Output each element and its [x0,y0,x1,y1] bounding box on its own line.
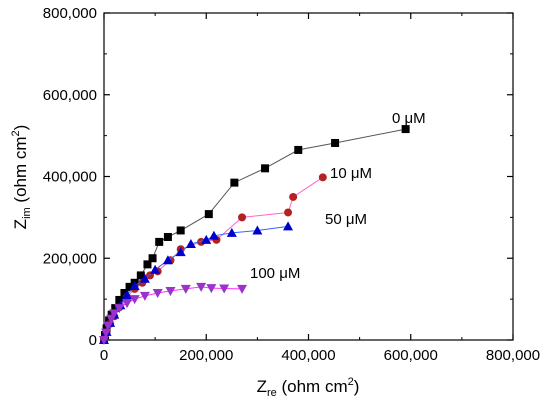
data-point [125,282,134,291]
data-point [261,164,270,173]
data-point [401,125,410,134]
data-point [185,238,196,248]
data-point [283,221,294,231]
data-point [162,255,173,265]
series-label: 10 μM [330,165,372,182]
data-point [284,208,293,217]
series-0 [100,125,410,344]
series-labels: 0 μM 10 μM 50 μM 100 μM [250,110,426,282]
data-point [208,230,219,240]
data-point [152,288,163,298]
data-point [197,237,206,246]
data-point [201,234,212,244]
x-tick-label: 400,000 [281,347,335,364]
data-point [120,288,129,297]
data-point [237,284,248,294]
data-point [122,299,133,309]
data-point [99,336,109,345]
series-label: 50 μM [325,211,367,228]
data-point [206,284,217,294]
data-point [150,264,161,274]
data-point [238,213,247,222]
y-tick-label: 0 [89,332,97,349]
data-point [129,295,140,305]
series-label: 0 μM [392,110,426,127]
data-point [289,192,298,201]
data-point [252,225,263,235]
data-point [318,173,327,182]
data-point [101,328,112,338]
y-axis-title: Zim (ohm cm2) [10,125,33,230]
series-layer [99,125,410,345]
data-point [230,178,239,187]
series-3 [99,282,248,345]
y-tick-label: 400,000 [43,169,97,186]
series-line [103,176,324,341]
data-point [143,260,152,269]
data-point [139,273,150,283]
data-point [175,247,186,257]
data-point [109,309,120,319]
data-point [176,226,185,235]
data-point [136,271,145,280]
axis-ticks [103,12,514,341]
data-point [155,237,164,246]
tick-labels: 0 200,000 400,000 600,000 800,000 0 200,000 400… [43,5,540,364]
data-point [294,145,303,154]
data-point [148,254,157,263]
series-2 [99,221,294,344]
series-label: 100 μM [250,265,300,282]
series-1 [100,173,327,344]
data-point [129,281,140,291]
x-tick-label: 0 [100,347,108,364]
data-point [165,286,176,296]
data-point [219,284,230,294]
x-tick-label: 800,000 [486,347,540,364]
data-point [180,284,191,294]
x-tick-label: 600,000 [384,347,438,364]
data-point [226,227,237,237]
data-point [111,304,120,313]
data-point [163,232,172,241]
data-point [115,295,124,304]
data-point [103,321,114,331]
data-point [139,291,150,301]
data-point [122,290,133,300]
plot-frame [103,12,514,341]
series-line [103,128,406,341]
data-point [196,282,207,292]
data-point [331,138,340,147]
data-point [114,304,125,314]
y-tick-label: 600,000 [43,87,97,104]
data-point [204,210,213,219]
y-tick-label: 200,000 [43,250,97,267]
x-axis-title: Zre (ohm cm2) [257,376,360,399]
y-tick-label: 800,000 [43,5,97,22]
x-tick-label: 200,000 [179,347,233,364]
